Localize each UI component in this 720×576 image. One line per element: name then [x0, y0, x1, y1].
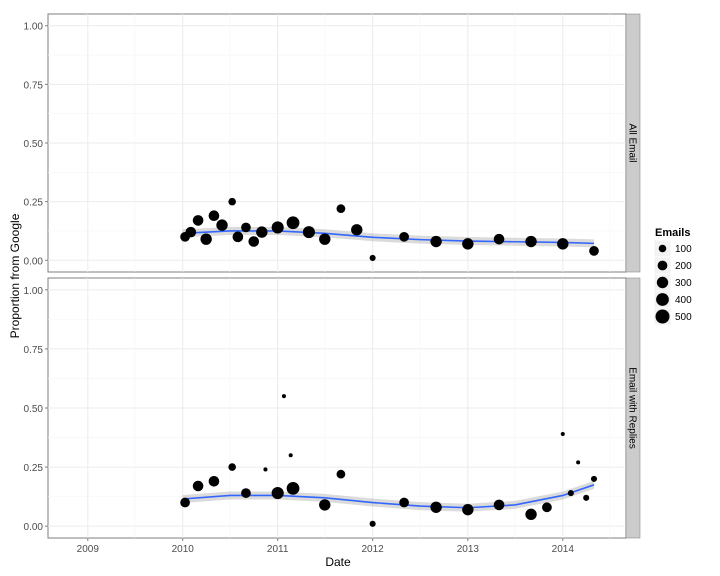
data-point — [319, 233, 331, 245]
facet-panels: 0.00 0.25 0.50 0.75 1.00 0.00 0.25 0.50 0.75 1.00 — [24, 13, 627, 539]
data-point — [590, 475, 598, 482]
x-tick-label: 2009 — [77, 544, 100, 555]
data-point — [228, 463, 236, 471]
data-point — [263, 467, 268, 472]
legend-key-point — [657, 260, 668, 271]
x-tick-label: 2011 — [267, 544, 289, 555]
legend-key-point — [658, 244, 667, 253]
x-tick-label: 2012 — [362, 544, 385, 555]
data-point — [232, 231, 244, 243]
legend-label: 400 — [675, 295, 692, 306]
data-point — [228, 197, 236, 206]
data-point — [430, 235, 442, 248]
data-point — [241, 488, 251, 498]
data-point — [583, 494, 590, 501]
y-tick-label: 0.25 — [24, 463, 44, 474]
x-tick-label: 2014 — [552, 544, 575, 555]
data-point — [462, 238, 474, 250]
data-point — [589, 246, 599, 256]
y-tick-label: 1.00 — [24, 22, 44, 33]
x-axis-label: Date — [325, 555, 351, 569]
data-point — [462, 503, 474, 516]
data-point — [542, 502, 552, 513]
data-point — [351, 224, 363, 236]
y-tick-label: 0.00 — [24, 522, 44, 533]
data-point — [525, 508, 537, 521]
y-tick-label: 0.50 — [24, 404, 44, 415]
data-point — [192, 215, 204, 226]
legend-label: 500 — [675, 312, 692, 323]
facet-strip-label: Email with Replies — [627, 367, 638, 449]
data-point — [493, 499, 505, 511]
data-point — [302, 226, 315, 239]
facet-strip — [625, 13, 641, 273]
data-point — [271, 221, 284, 234]
data-point — [208, 475, 220, 487]
data-point — [336, 469, 346, 479]
y-tick-label: 1.00 — [24, 286, 44, 297]
data-point — [399, 231, 409, 242]
y-tick-label: 0.50 — [24, 139, 44, 150]
data-point — [248, 236, 260, 247]
facet-panel: 0.00 0.25 0.50 0.75 1.00 — [24, 13, 627, 273]
facet-panel: 0.00 0.25 0.50 0.75 1.00 — [24, 277, 627, 539]
data-point — [399, 497, 409, 508]
y-tick-label: 0.25 — [24, 198, 44, 209]
y-tick-label: 0.75 — [24, 345, 44, 356]
data-point — [557, 238, 569, 250]
legend-key-point — [656, 276, 669, 289]
data-point — [256, 226, 268, 238]
legend-title: Emails — [655, 227, 690, 239]
x-tick-label: 2013 — [457, 544, 480, 555]
data-point — [525, 235, 537, 248]
data-point — [185, 226, 197, 238]
legend-key-point — [655, 309, 670, 324]
data-point — [286, 216, 300, 230]
facet-strip — [625, 277, 641, 539]
y-axis-label: Proportion from Google — [8, 213, 22, 338]
y-tick-label: 0.75 — [24, 80, 44, 91]
data-point — [493, 233, 505, 245]
data-point — [208, 210, 220, 222]
data-point — [336, 204, 346, 214]
data-point — [192, 480, 204, 492]
data-point — [430, 501, 442, 513]
data-point — [271, 487, 284, 500]
data-point — [241, 222, 251, 233]
size-legend: Emails 100 200 300 400 500 — [653, 227, 692, 326]
data-point — [567, 490, 574, 497]
x-tick-label: 2010 — [172, 544, 195, 555]
legend-key-point — [656, 293, 669, 306]
data-point — [319, 499, 331, 511]
smooth-band — [182, 480, 595, 512]
data-point — [180, 497, 190, 508]
facet-strip-label: All Email — [627, 124, 638, 163]
data-point — [216, 219, 228, 231]
smooth-line — [182, 230, 595, 245]
y-tick-label: 0.00 — [24, 256, 44, 267]
data-point — [200, 233, 212, 245]
data-point — [576, 460, 581, 465]
smooth-line — [182, 484, 595, 509]
data-point — [369, 254, 376, 261]
data-point — [288, 453, 293, 458]
x-axis: 2009 2010 2011 2012 2013 2014 — [77, 538, 575, 555]
legend-label: 300 — [675, 278, 692, 289]
data-point — [286, 481, 300, 495]
data-point — [369, 520, 376, 527]
data-point — [281, 394, 286, 399]
data-point — [560, 431, 565, 437]
legend-label: 100 — [675, 244, 692, 255]
legend-label: 200 — [675, 261, 692, 272]
facet-strips: All Email Email with Replies — [625, 13, 641, 539]
